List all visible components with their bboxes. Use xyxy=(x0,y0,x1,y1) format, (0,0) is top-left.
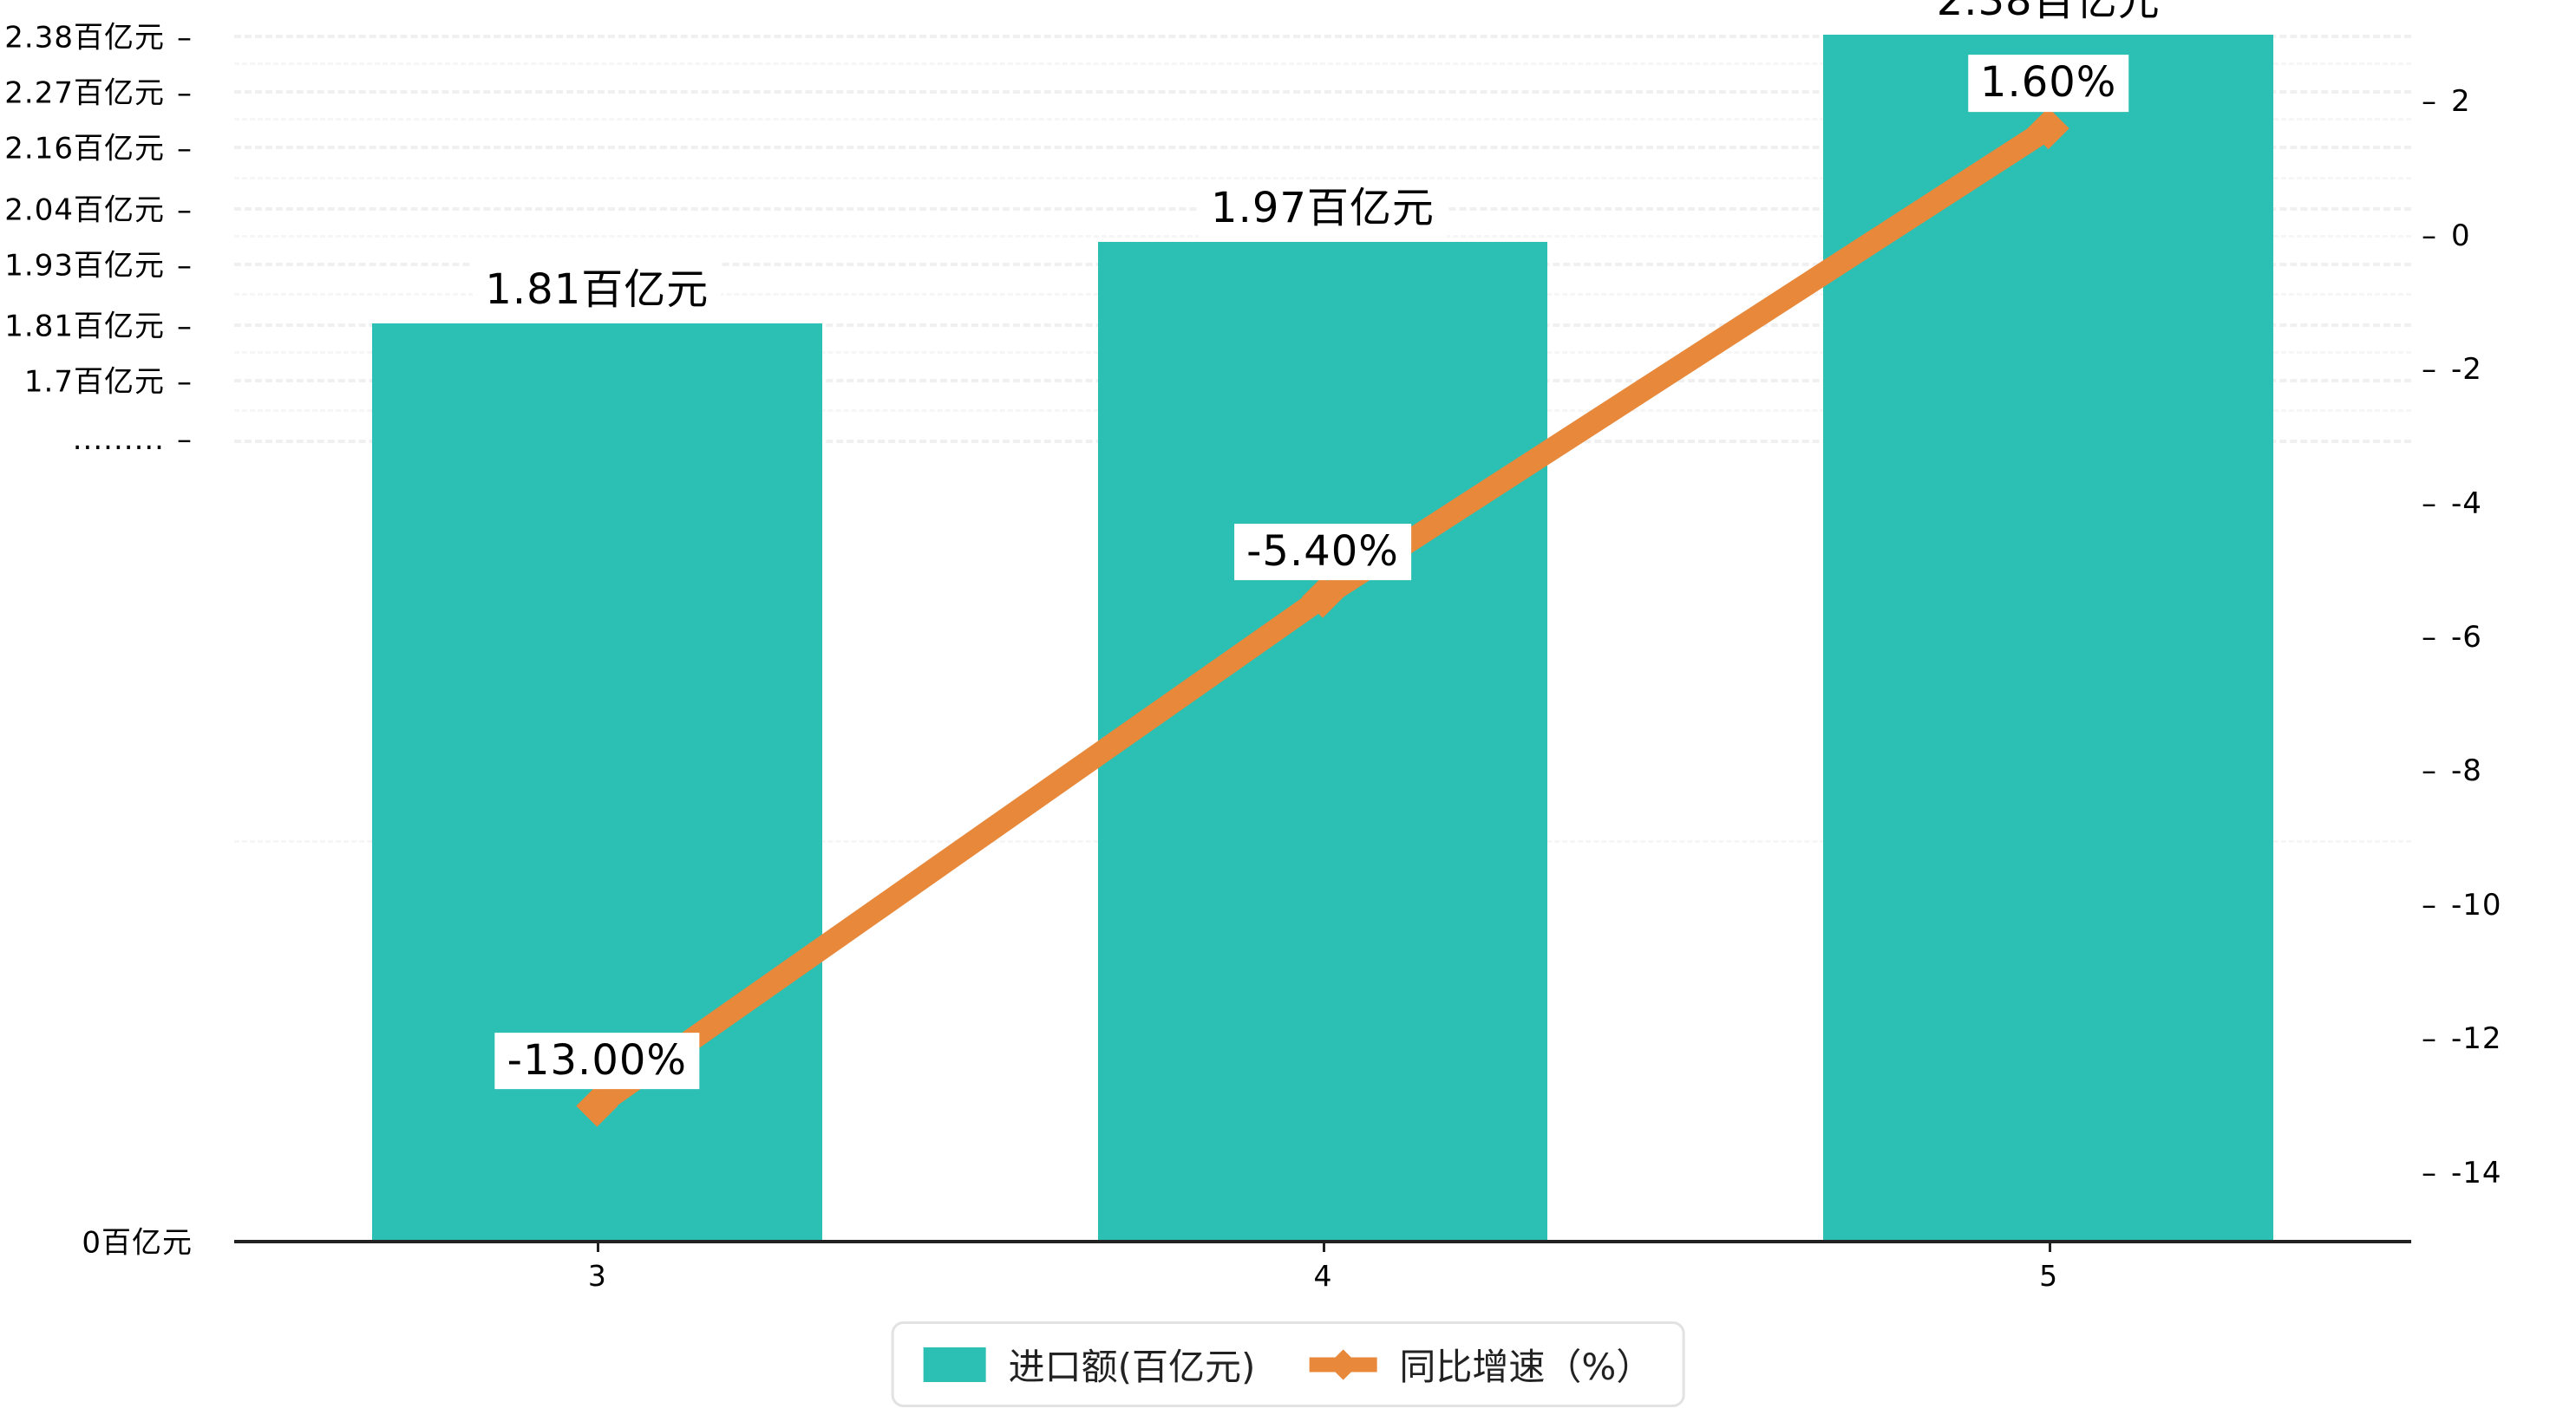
y-axis-left-tick-label: 1.7百亿元 – xyxy=(23,364,193,400)
legend-item-import-amount[interactable]: 进口额(百亿元) xyxy=(923,1338,1256,1391)
line-value-label: -13.00% xyxy=(494,1032,699,1090)
legend-item-label: 进口额(百亿元) xyxy=(1008,1346,1256,1388)
x-axis-tick-mark xyxy=(1323,1240,1325,1252)
bar-value-label: 1.97百亿元 xyxy=(1199,180,1447,238)
y-axis-right-tick-label: – -4 xyxy=(2422,486,2482,521)
tick-dash-icon: – xyxy=(2422,486,2437,521)
y-axis-right-tick-label: –0 xyxy=(2422,218,2471,253)
tick-dash-icon: – xyxy=(2422,887,2437,923)
x-axis-tick-mark xyxy=(2048,1240,2051,1252)
gridline-minor xyxy=(234,118,2411,121)
line-series-group xyxy=(576,108,2069,1127)
tick-dash-icon: – xyxy=(177,192,193,228)
tick-dash-icon: – xyxy=(177,422,193,458)
bar-value-label: 1.81百亿元 xyxy=(473,262,722,319)
bar-swatch-icon xyxy=(923,1347,986,1382)
gridline xyxy=(234,90,2411,95)
y-axis-right-tick-label: –2 xyxy=(2422,84,2471,120)
y-axis-left-tick-label: 2.38百亿元 – xyxy=(4,20,193,55)
line-value-label: 1.60% xyxy=(1967,55,2129,112)
x-axis-tick-label: 4 xyxy=(1313,1259,1332,1293)
gridline xyxy=(234,146,2411,150)
y-axis-left-tick-label: 2.27百亿元 – xyxy=(4,75,193,111)
legend-item-yoy-growth[interactable]: 同比增速（%） xyxy=(1309,1338,1652,1391)
x-axis-tick-label: 3 xyxy=(587,1259,606,1293)
y-axis-left-tick-label: 1.93百亿元 – xyxy=(4,248,193,284)
tick-dash-icon: – xyxy=(177,364,193,400)
tick-dash-icon: – xyxy=(2422,620,2437,655)
line-marker[interactable] xyxy=(2027,108,2069,150)
y-axis-right-tick-label: – -8 xyxy=(2422,753,2482,789)
tick-dash-icon: – xyxy=(2422,84,2437,120)
y-axis-left-tick-label: ......... – xyxy=(72,422,193,458)
tick-dash-icon: – xyxy=(177,309,193,344)
y-axis-left-tick-label: 2.16百亿元 – xyxy=(4,131,193,166)
gridline-minor xyxy=(234,62,2411,66)
x-axis-tick-mark xyxy=(597,1240,600,1252)
tick-dash-icon: – xyxy=(177,75,193,111)
plot-area xyxy=(234,35,2411,1243)
tick-dash-icon: – xyxy=(2422,352,2437,388)
y-axis-right-tick-label: – -10 xyxy=(2422,887,2502,923)
tick-dash-icon: – xyxy=(2422,753,2437,789)
y-axis-right-tick-label: – -2 xyxy=(2422,352,2482,388)
gridline-minor xyxy=(234,176,2411,179)
tick-dash-icon: – xyxy=(2422,218,2437,253)
y-axis-right-tick-label: – -12 xyxy=(2422,1021,2502,1057)
line-swatch-icon xyxy=(1309,1347,1376,1382)
y-axis-right-tick-label: – -6 xyxy=(2422,620,2482,655)
y-axis-right-tick-label: – -14 xyxy=(2422,1155,2502,1190)
x-axis-tick-label: 5 xyxy=(2039,1259,2058,1293)
y-axis-left-tick-label: 0百亿元 xyxy=(82,1225,193,1261)
bar[interactable] xyxy=(1097,242,1548,1240)
legend-item-label: 同比增速（%） xyxy=(1399,1346,1653,1388)
tick-dash-icon: – xyxy=(2422,1155,2437,1190)
tick-dash-icon: – xyxy=(2422,1021,2437,1057)
y-axis-left-tick-label: 2.04百亿元 – xyxy=(4,192,193,228)
legend[interactable]: 进口额(百亿元) 同比增速（%） xyxy=(891,1321,1685,1407)
y-axis-left-tick-label: 1.81百亿元 – xyxy=(4,309,193,344)
tick-dash-icon: – xyxy=(177,248,193,284)
tick-dash-icon: – xyxy=(177,131,193,166)
gridline xyxy=(234,35,2411,38)
bar-value-label: 2.38百亿元 xyxy=(1924,0,2173,30)
tick-dash-icon: – xyxy=(177,20,193,55)
line-value-label: -5.40% xyxy=(1234,523,1411,581)
